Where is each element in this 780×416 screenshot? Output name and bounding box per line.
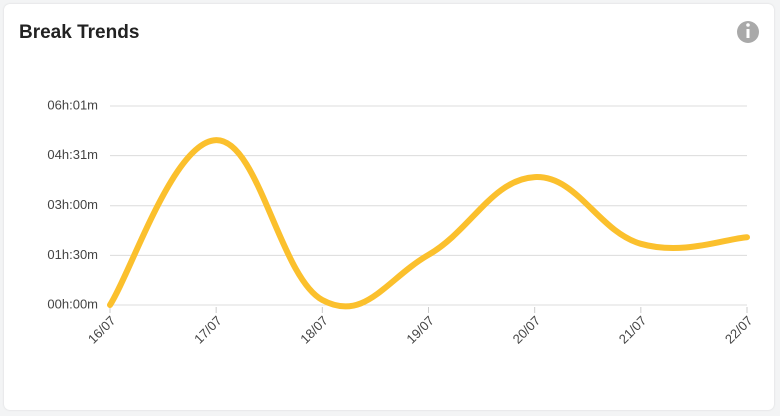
line — [107, 137, 750, 310]
x-tick-label: 16/07 — [85, 313, 119, 347]
info-dot[interactable] — [746, 23, 750, 27]
y-tick-label: 03h:00m — [47, 197, 98, 212]
x-tick-label: 21/07 — [616, 313, 650, 347]
y-tick-label: 01h:30m — [47, 247, 98, 262]
y-tick-label: 00h:00m — [47, 296, 98, 311]
x-tick-label: 22/07 — [722, 313, 756, 347]
x-tick-label: 20/07 — [510, 313, 544, 347]
chart-title: Break Trends — [19, 22, 139, 43]
x-tick-label: 18/07 — [297, 313, 331, 347]
x-tick-label: 17/07 — [191, 313, 225, 347]
y-tick-label: 04h:31m — [47, 147, 98, 162]
x-tick-label: 19/07 — [403, 313, 437, 347]
card — [4, 4, 774, 410]
info-bar[interactable] — [746, 29, 750, 38]
y-tick-label: 06h:01m — [47, 97, 98, 112]
info-icon[interactable] — [737, 21, 759, 43]
